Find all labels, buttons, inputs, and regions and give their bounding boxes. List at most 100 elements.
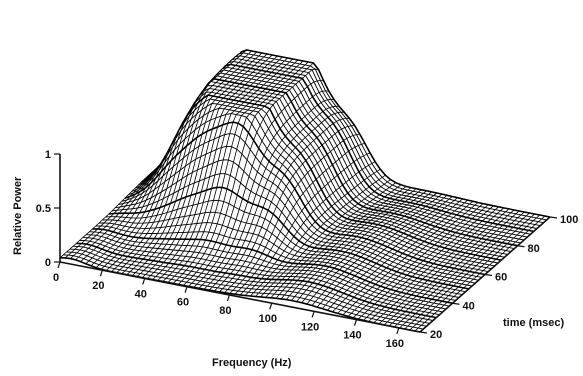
surface-freq-line: [340, 231, 345, 235]
surface-freq-line: [466, 271, 470, 275]
surface-freq-line: [494, 223, 499, 228]
surface-freq-line: [445, 237, 450, 242]
surface-freq-line: [234, 123, 239, 135]
surface-freq-line: [307, 278, 312, 282]
surface-freq-line: [200, 231, 205, 240]
surface-freq-line: [279, 124, 284, 129]
surface-freq-line: [259, 237, 264, 245]
surface-freq-line: [146, 177, 151, 183]
z-axis-label: Relative Power: [12, 176, 24, 255]
surface-freq-line: [197, 96, 202, 104]
surface-freq-line: [421, 253, 425, 257]
surface-freq-line: [160, 238, 165, 245]
surface-freq-line: [502, 211, 506, 215]
surface-freq-line: [404, 198, 409, 202]
surface-freq-line: [426, 294, 431, 299]
surface-freq-line: [117, 262, 122, 267]
surface-freq-line: [226, 133, 231, 147]
surface-freq-line: [280, 174, 285, 181]
surface-freq-line: [466, 203, 470, 208]
surface-freq-line: [365, 255, 370, 260]
surface-freq-line: [161, 253, 166, 259]
surface-freq-line: [368, 273, 372, 278]
surface-freq-line: [335, 187, 340, 191]
surface-freq-line: [316, 248, 320, 252]
surface-freq-line: [140, 270, 144, 274]
surface-freq-line: [264, 271, 269, 276]
surface-freq-line: [180, 122, 185, 131]
surface-freq-line: [196, 268, 201, 273]
surface-freq-line: [113, 209, 118, 214]
surface-freq-line: [378, 177, 383, 181]
surface-freq-line: [452, 232, 457, 236]
surface-freq-line: [172, 280, 177, 284]
surface-freq-line: [528, 227, 533, 231]
surface-freq-line: [329, 289, 334, 293]
surface-freq-line: [363, 153, 367, 157]
surface-freq-line: [288, 269, 292, 274]
surface-freq-line: [64, 254, 69, 259]
surface-freq-line: [183, 261, 188, 266]
surface-freq-line: [405, 235, 409, 239]
surface-freq-line: [454, 207, 459, 212]
surface-freq-line: [251, 242, 256, 250]
surface-freq-line: [505, 236, 509, 241]
surface-freq-line: [465, 221, 470, 225]
surface-freq-line: [412, 188, 417, 192]
surface-freq-line: [240, 91, 244, 95]
surface-freq-line: [161, 205, 166, 215]
surface-freq-line: [86, 240, 91, 245]
surface-freq-line: [441, 287, 446, 291]
surface-freq-line: [345, 179, 350, 183]
surface-freq-line: [121, 225, 126, 231]
surface-freq-line: [295, 167, 300, 172]
surface-freq-line: [220, 201, 225, 214]
surface-freq-line: [183, 175, 188, 188]
surface-freq-line: [277, 255, 282, 261]
surface-freq-line: [251, 86, 256, 90]
surface-freq-line: [442, 240, 447, 245]
surface-freq-line: [113, 241, 118, 246]
surface-freq-line: [318, 233, 323, 237]
surface-freq-line: [151, 264, 156, 269]
surface-freq-line: [479, 242, 484, 246]
surface-freq-line: [63, 251, 67, 256]
surface-freq-line: [325, 239, 330, 243]
surface-freq-line: [254, 100, 258, 105]
surface-freq-line: [421, 222, 426, 226]
surface-freq-line: [281, 265, 285, 270]
surface-freq-line: [434, 212, 439, 216]
surface-freq-line: [407, 239, 411, 244]
surface-freq-line: [133, 265, 137, 269]
surface-freq-line: [399, 265, 404, 270]
surface-freq-line: [407, 252, 412, 256]
surface-freq-line: [205, 231, 210, 241]
surface-freq-line: [352, 254, 356, 259]
surface-freq-line: [405, 279, 410, 283]
surface-freq-line: [362, 203, 367, 207]
surface-freq-line: [466, 253, 471, 258]
surface-freq-line: [444, 284, 449, 289]
surface-freq-line: [210, 232, 215, 242]
surface-freq-line: [209, 85, 213, 89]
surface-freq-line: [201, 281, 206, 286]
surface-freq-line: [282, 286, 287, 291]
surface-freq-line: [235, 283, 240, 288]
surface-freq-line: [324, 99, 328, 102]
surface-freq-line: [392, 182, 396, 186]
surface-freq-line: [280, 88, 285, 93]
surface-freq-line: [237, 51, 242, 55]
surface-freq-line: [109, 219, 113, 224]
surface-freq-line: [181, 239, 186, 246]
surface-freq-line: [514, 217, 519, 221]
surface-freq-line: [254, 72, 259, 77]
surface-freq-line: [155, 221, 160, 229]
surface-freq-line: [226, 92, 231, 96]
surface-freq-line: [401, 192, 405, 196]
surface-freq-line: [416, 231, 421, 236]
surface-freq-line: [421, 264, 426, 269]
surface-freq-line: [308, 198, 312, 203]
surface-freq-line: [275, 247, 280, 254]
surface-freq-line: [353, 280, 357, 285]
surface-freq-line: [240, 73, 245, 78]
